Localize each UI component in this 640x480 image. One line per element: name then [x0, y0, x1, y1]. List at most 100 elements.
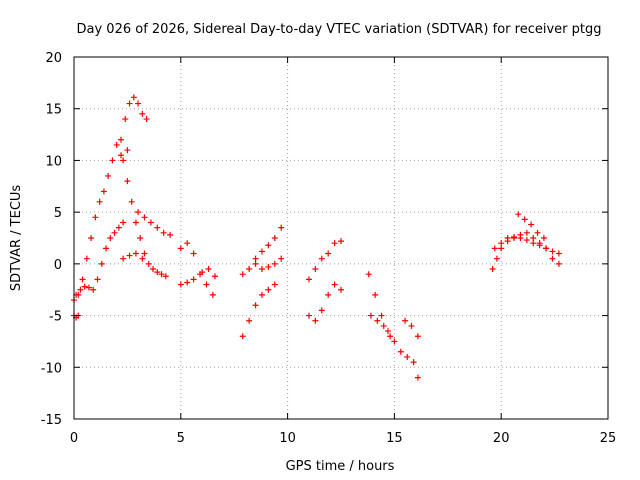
data-point: [122, 116, 129, 123]
data-point: [177, 245, 184, 252]
data-point: [536, 242, 543, 249]
data-point: [135, 209, 142, 216]
data-point: [331, 240, 338, 247]
data-point: [115, 224, 122, 231]
data-point: [211, 273, 218, 280]
y-tick-label: 5: [54, 206, 62, 221]
data-point: [523, 229, 530, 236]
data-point: [265, 242, 272, 249]
data-point: [493, 255, 500, 262]
data-point: [124, 147, 131, 154]
data-point: [265, 263, 272, 270]
data-point: [367, 312, 374, 319]
data-point: [132, 250, 139, 257]
data-point: [154, 269, 161, 276]
data-point: [252, 302, 259, 309]
data-point: [380, 322, 387, 329]
series-arc-v: [515, 211, 547, 241]
x-tick-label: 5: [177, 431, 185, 446]
data-point: [92, 214, 99, 221]
data-point: [246, 266, 253, 273]
data-point: [318, 307, 325, 314]
data-point: [94, 276, 101, 283]
data-point: [154, 224, 161, 231]
data-point: [258, 291, 265, 298]
data-point: [517, 235, 524, 241]
data-point: [258, 266, 265, 273]
data-point: [103, 245, 110, 252]
data-point: [105, 172, 112, 179]
data-point: [90, 286, 97, 293]
series-arc-r: [367, 312, 394, 340]
data-point: [120, 219, 127, 226]
series-arc-p: [331, 281, 344, 293]
data-point: [107, 235, 114, 241]
tick-labels: 0 5 10 15 20 25 -15 -10 -5 0 5 10 15 20: [41, 51, 617, 446]
data-point: [239, 333, 246, 340]
data-point: [391, 338, 398, 345]
data-point: [246, 317, 253, 324]
data-point: [209, 291, 216, 298]
data-point: [410, 359, 417, 366]
data-point: [120, 157, 127, 164]
series-arc-i: [177, 240, 197, 257]
x-tick-label: 25: [600, 431, 617, 446]
data-point: [85, 284, 92, 291]
data-point: [81, 283, 88, 290]
data-point: [199, 269, 206, 276]
x-tick-label: 20: [493, 431, 510, 446]
data-point: [120, 255, 127, 262]
data-point: [143, 116, 150, 123]
data-points: [71, 94, 562, 381]
data-point: [549, 255, 556, 262]
data-point: [117, 136, 124, 143]
data-point: [365, 271, 372, 278]
y-tick-label: 15: [45, 103, 62, 118]
data-point: [384, 328, 391, 335]
data-point: [139, 255, 146, 262]
data-point: [555, 250, 562, 257]
data-point: [530, 235, 537, 241]
data-point: [79, 276, 86, 283]
data-point: [239, 271, 246, 278]
series-arc-c: [71, 312, 82, 321]
data-point: [498, 245, 505, 252]
data-point: [100, 188, 107, 195]
data-point: [162, 273, 169, 280]
data-point: [318, 255, 325, 262]
data-point: [523, 237, 530, 244]
data-point: [135, 100, 142, 107]
data-point: [141, 250, 148, 257]
data-point: [278, 255, 285, 262]
data-point: [404, 353, 411, 360]
data-point: [177, 281, 184, 288]
data-point: [312, 317, 319, 324]
data-point: [271, 260, 278, 267]
series-arc-a: [71, 141, 131, 304]
data-point: [498, 240, 505, 247]
data-point: [408, 322, 415, 329]
data-point: [528, 221, 535, 228]
x-tick-label: 15: [386, 431, 403, 446]
series-arc-m: [252, 224, 285, 262]
data-point: [130, 94, 137, 101]
data-point: [113, 141, 120, 148]
y-tick-label: 0: [54, 258, 62, 273]
data-point: [117, 152, 124, 159]
data-point: [128, 198, 135, 205]
series-arc-e: [120, 157, 169, 280]
data-point: [374, 317, 381, 324]
data-point: [258, 248, 265, 255]
series-arc-u: [491, 233, 562, 257]
series-arc-g: [120, 250, 146, 262]
data-point: [190, 276, 197, 283]
data-point: [312, 266, 319, 273]
y-tick-label: -15: [41, 413, 62, 428]
grid-lines: [74, 57, 608, 419]
data-point: [555, 260, 562, 267]
data-point: [265, 286, 272, 293]
series-arc-s: [402, 317, 421, 340]
data-point: [184, 240, 191, 247]
x-axis-label: GPS time / hours: [286, 459, 395, 474]
